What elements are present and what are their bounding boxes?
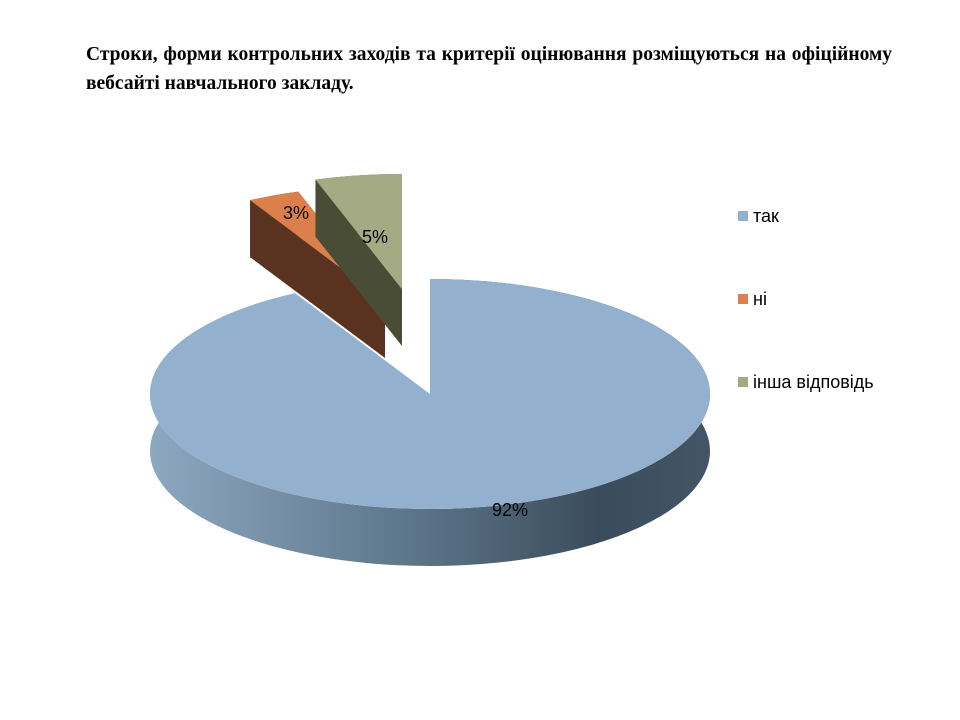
pie-slice-1 bbox=[149, 279, 711, 566]
legend-label: так bbox=[753, 206, 779, 226]
legend-item-2: ні bbox=[738, 286, 874, 312]
legend-label: інша відповідь bbox=[753, 372, 874, 392]
data-label-3: 5% bbox=[362, 227, 388, 247]
slide-title: Строки, форми контрольних заходів та кри… bbox=[86, 44, 892, 94]
legend-label: ні bbox=[753, 289, 767, 309]
legend-item-1: так bbox=[738, 203, 874, 229]
pie-slice-3 bbox=[315, 174, 402, 346]
legend-swatch bbox=[738, 211, 748, 221]
legend-swatch bbox=[738, 377, 748, 387]
slice-top-1 bbox=[149, 279, 710, 509]
legend-swatch bbox=[738, 294, 748, 304]
data-label-2: 3% bbox=[283, 203, 309, 223]
slice-top-3 bbox=[315, 174, 402, 289]
legend-item-3: інша відповідь bbox=[738, 369, 874, 395]
data-label-1: 92% bbox=[492, 500, 528, 520]
chart-legend: так ні інша відповідь bbox=[738, 203, 874, 452]
